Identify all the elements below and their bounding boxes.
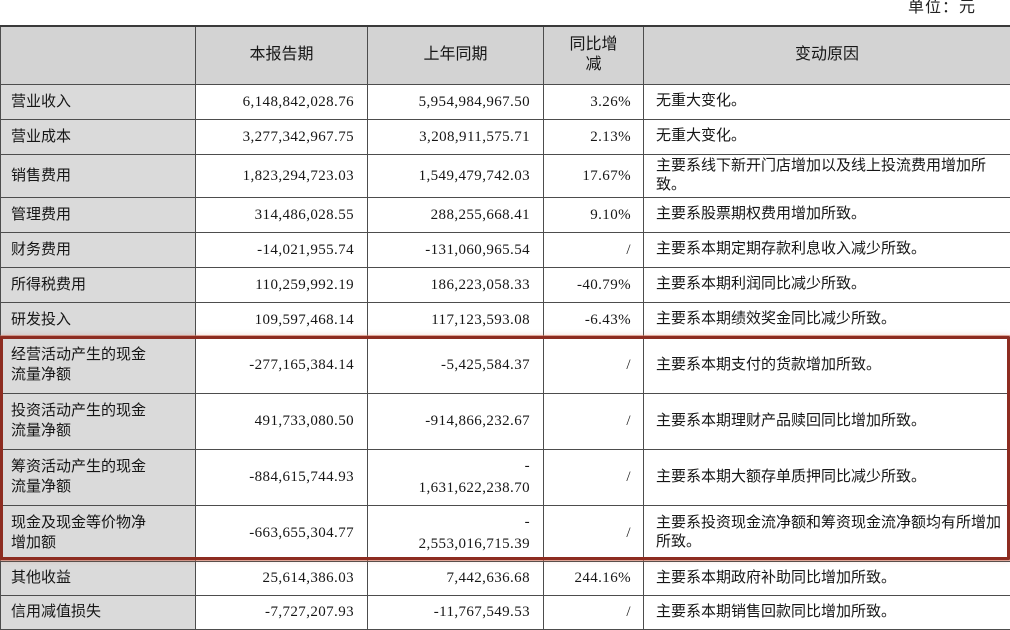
current-period-value: -7,727,207.93 (196, 595, 368, 629)
header-change-reason: 变动原因 (644, 26, 1010, 84)
header-yoy-change: 同比增 减 (544, 26, 644, 84)
table-row: 现金及现金等价物净增加额-663,655,304.77- 2,553,016,7… (1, 505, 1010, 561)
yoy-change-value: / (544, 595, 644, 629)
row-label: 营业成本 (1, 119, 196, 154)
prior-period-value: 288,255,668.41 (368, 197, 544, 232)
current-period-value: 1,823,294,723.03 (196, 154, 368, 197)
prior-period-value: 3,208,911,575.71 (368, 119, 544, 154)
row-label: 投资活动产生的现金流量净额 (1, 393, 196, 449)
header-prior-period: 上年同期 (368, 26, 544, 84)
yoy-change-value: 244.16% (544, 561, 644, 595)
header-current-period: 本报告期 (196, 26, 368, 84)
change-reason: 主要系本期利润同比减少所致。 (644, 267, 1010, 302)
current-period-value: -663,655,304.77 (196, 505, 368, 561)
row-label: 管理费用 (1, 197, 196, 232)
yoy-change-value: -6.43% (544, 302, 644, 337)
prior-period-value: - 1,631,622,238.70 (368, 449, 544, 505)
change-reason: 主要系本期销售回款同比增加所致。 (644, 595, 1010, 629)
row-label: 所得税费用 (1, 267, 196, 302)
current-period-value: -14,021,955.74 (196, 232, 368, 267)
row-label: 现金及现金等价物净增加额 (1, 505, 196, 561)
yoy-change-value: -40.79% (544, 267, 644, 302)
row-label: 信用减值损失 (1, 595, 196, 629)
prior-period-value: 7,442,636.68 (368, 561, 544, 595)
change-reason: 主要系本期理财产品赎回同比增加所致。 (644, 393, 1010, 449)
table-row: 筹资活动产生的现金流量净额-884,615,744.93- 1,631,622,… (1, 449, 1010, 505)
current-period-value: -884,615,744.93 (196, 449, 368, 505)
change-reason: 主要系本期绩效奖金同比减少所致。 (644, 302, 1010, 337)
table-row: 经营活动产生的现金流量净额-277,165,384.14-5,425,584.3… (1, 337, 1010, 393)
yoy-change-value: / (544, 449, 644, 505)
row-label: 筹资活动产生的现金流量净额 (1, 449, 196, 505)
row-label: 研发投入 (1, 302, 196, 337)
prior-period-value: -5,425,584.37 (368, 337, 544, 393)
prior-period-value: -131,060,965.54 (368, 232, 544, 267)
change-reason: 主要系本期政府补助同比增加所致。 (644, 561, 1010, 595)
current-period-value: 109,597,468.14 (196, 302, 368, 337)
row-label: 销售费用 (1, 154, 196, 197)
prior-period-value: 5,954,984,967.50 (368, 84, 544, 119)
row-label: 经营活动产生的现金流量净额 (1, 337, 196, 393)
current-period-value: 110,259,992.19 (196, 267, 368, 302)
table-row: 信用减值损失-7,727,207.93-11,767,549.53/主要系本期销… (1, 595, 1010, 629)
change-reason: 主要系本期支付的货款增加所致。 (644, 337, 1010, 393)
yoy-change-value: / (544, 232, 644, 267)
unit-label: 单位：元 (908, 0, 976, 17)
change-reason: 无重大变化。 (644, 84, 1010, 119)
yoy-change-value: 3.26% (544, 84, 644, 119)
table-row: 财务费用-14,021,955.74-131,060,965.54/主要系本期定… (1, 232, 1010, 267)
prior-period-value: -914,866,232.67 (368, 393, 544, 449)
row-label: 营业收入 (1, 84, 196, 119)
yoy-change-value: 17.67% (544, 154, 644, 197)
yoy-change-value: 9.10% (544, 197, 644, 232)
yoy-change-value: / (544, 393, 644, 449)
yoy-change-value: 2.13% (544, 119, 644, 154)
row-label: 其他收益 (1, 561, 196, 595)
current-period-value: -277,165,384.14 (196, 337, 368, 393)
prior-period-value: 117,123,593.08 (368, 302, 544, 337)
yoy-change-value: / (544, 337, 644, 393)
current-period-value: 314,486,028.55 (196, 197, 368, 232)
change-reason: 主要系投资现金流净额和筹资现金流净额均有所增加所致。 (644, 505, 1010, 561)
change-reason: 主要系股票期权费用增加所致。 (644, 197, 1010, 232)
prior-period-value: 186,223,058.33 (368, 267, 544, 302)
yoy-change-value: / (544, 505, 644, 561)
change-reason: 主要系线下新开门店增加以及线上投流费用增加所致。 (644, 154, 1010, 197)
current-period-value: 25,614,386.03 (196, 561, 368, 595)
prior-period-value: - 2,553,016,715.39 (368, 505, 544, 561)
change-reason: 主要系本期定期存款利息收入减少所致。 (644, 232, 1010, 267)
prior-period-value: -11,767,549.53 (368, 595, 544, 629)
current-period-value: 6,148,842,028.76 (196, 84, 368, 119)
change-reason: 无重大变化。 (644, 119, 1010, 154)
change-reason: 主要系本期大额存单质押同比减少所致。 (644, 449, 1010, 505)
current-period-value: 3,277,342,967.75 (196, 119, 368, 154)
header-item-blank (1, 26, 196, 84)
current-period-value: 491,733,080.50 (196, 393, 368, 449)
prior-period-value: 1,549,479,742.03 (368, 154, 544, 197)
row-label: 财务费用 (1, 232, 196, 267)
header-row: 本报告期 上年同期 同比增 减 变动原因 (1, 26, 1010, 84)
